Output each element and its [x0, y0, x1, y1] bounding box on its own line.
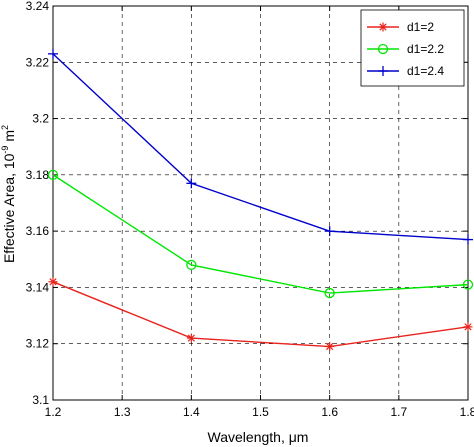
legend-label: d1=2: [407, 20, 434, 34]
y-axis-title-exponent: -9: [0, 146, 10, 154]
series-1: [48, 277, 473, 352]
series-line: [52, 281, 469, 348]
data-point: [186, 178, 197, 189]
y-tick-label: 3.22: [26, 55, 50, 69]
data-point: [186, 259, 197, 271]
x-axis-title: Wavelength, μm: [208, 429, 309, 445]
data-point: [324, 287, 335, 299]
series-3: [48, 48, 473, 245]
legend-marker: [378, 66, 388, 76]
legend: d1=2 d1=2.2 d1=2.4: [360, 9, 465, 87]
legend-marker: [378, 22, 388, 32]
data-point: [324, 226, 335, 237]
x-tick-label: 1.3: [114, 405, 131, 419]
y-tick-label: 3.2: [32, 112, 49, 126]
legend-label: d1=2.2: [407, 42, 444, 56]
y-tick-label: 3.18: [26, 168, 50, 182]
data-point: [462, 279, 474, 290]
data-point: [47, 169, 59, 181]
series-2: [47, 169, 474, 299]
y-axis-title-unit-exponent: 2: [0, 125, 10, 130]
y-tick-label: 3.16: [26, 224, 50, 238]
y-tick-label: 3.1: [32, 393, 49, 407]
legend-label: d1=2.4: [407, 64, 444, 78]
data-point: [325, 342, 335, 352]
x-tick-label: 1.5: [252, 405, 269, 419]
ticks: 1.2 1.3 1.4 1.5 1.6 1.7 1.8 3.1 3.12 3.14 3.16 3.18…: [26, 0, 474, 419]
legend-marker: [377, 43, 389, 55]
x-tick-label: 1.7: [390, 405, 407, 419]
data-point: [48, 277, 58, 287]
x-tick-label: 1.2: [45, 405, 62, 419]
y-axis-title-unit: m: [1, 130, 17, 146]
y-axis-title: Effective Area, 10-9 m2: [0, 125, 17, 263]
legend-item: d1=2.2: [367, 42, 444, 56]
x-tick-label: 1.6: [321, 405, 338, 419]
y-tick-label: 3.14: [26, 280, 50, 294]
data-point: [463, 322, 473, 332]
legend-item: d1=2: [367, 20, 434, 34]
x-tick-label: 1.4: [183, 405, 200, 419]
series-line: [52, 174, 469, 294]
y-tick-label: 3.24: [26, 0, 50, 13]
legend-item: d1=2.4: [367, 64, 444, 78]
series-layer: [47, 48, 474, 352]
y-axis-title-main: Effective Area, 10: [1, 153, 17, 263]
data-point: [463, 234, 473, 245]
y-tick-label: 3.12: [26, 337, 50, 351]
series-line: [52, 53, 469, 241]
x-tick-label: 1.8: [460, 405, 474, 419]
data-point: [186, 333, 196, 343]
data-point: [48, 48, 58, 59]
